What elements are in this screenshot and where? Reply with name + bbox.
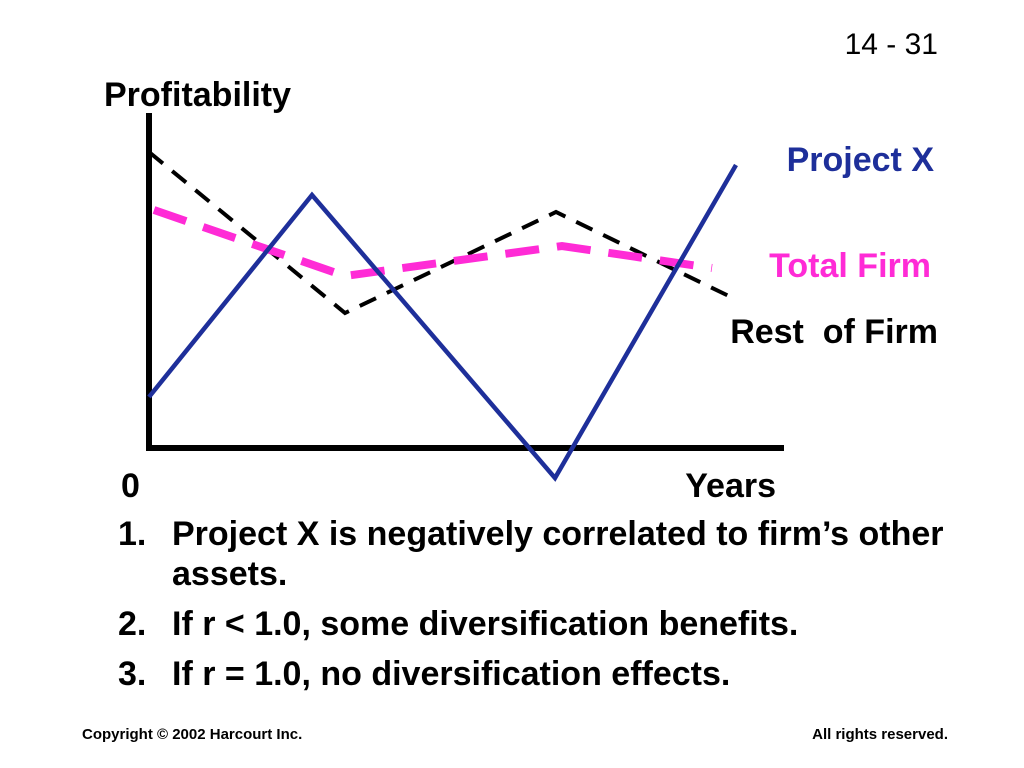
project-x-line [147, 163, 738, 482]
list-item: 2. If r < 1.0, some diversification bene… [118, 604, 998, 644]
slide-number: 14 - 31 [844, 28, 938, 61]
list-item-number: 3. [118, 655, 147, 693]
rest-of-firm-line [147, 150, 738, 316]
list-item: 1. Project X is negatively correlated to… [118, 514, 998, 594]
x-axis-label: Years [685, 467, 776, 505]
series-label-project-x: Project X [787, 141, 935, 179]
origin-label: 0 [121, 467, 140, 505]
y-axis-label: Profitability [104, 76, 291, 114]
list-item-number: 2. [118, 605, 147, 643]
list-item-text: Project X is negatively correlated to fi… [172, 515, 944, 593]
series-label-rest-of-firm: Rest of Firm [730, 313, 938, 351]
total-firm-line [152, 206, 713, 281]
bullet-points: 1. Project X is negatively correlated to… [118, 514, 998, 704]
list-item-text: If r = 1.0, no diversification effects. [172, 655, 731, 693]
series-label-total-firm: Total Firm [769, 247, 931, 285]
copyright-notice: Copyright © 2002 Harcourt Inc. [82, 726, 303, 743]
rights-notice: All rights reserved. [812, 726, 948, 743]
list-item-number: 1. [118, 515, 147, 553]
profitability-diagram: Profitability Project X Total Firm Rest … [104, 76, 938, 505]
list-item-text: If r < 1.0, some diversification benefit… [172, 605, 799, 643]
list-item: 3. If r = 1.0, no diversification effect… [118, 654, 998, 694]
